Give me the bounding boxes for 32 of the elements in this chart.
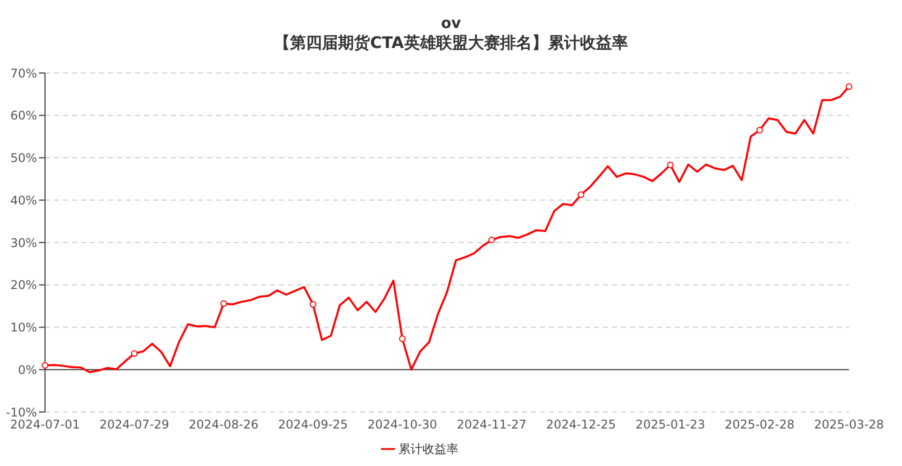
x-tick-label: 2024-11-27 <box>456 418 527 432</box>
legend-label: 累计收益率 <box>398 442 458 456</box>
x-tick-label: 2024-07-01 <box>10 418 80 432</box>
point <box>488 236 495 244</box>
point <box>578 191 584 198</box>
y-tick-label: 0% <box>18 362 37 377</box>
y-tick-label: 50% <box>10 151 37 166</box>
chart-title: ov <box>440 14 462 32</box>
y-tick-label: 30% <box>10 236 37 250</box>
y-tick-label: 60% <box>10 108 37 123</box>
point <box>42 362 48 369</box>
y-tick-label: -10% <box>6 405 37 420</box>
x-tick-label: 2024-09-25 <box>278 418 348 432</box>
point <box>220 300 227 307</box>
point <box>399 335 406 342</box>
x-tick-label: 2024-12-25 <box>546 418 616 432</box>
x-tick-label: 2024-08-26 <box>188 418 259 432</box>
point <box>131 350 138 357</box>
chart-subtitle: 【第四届期货CTA英雄联盟大赛排名】累计收益率 <box>273 33 629 54</box>
y-tick-label: 20% <box>10 278 37 292</box>
point <box>756 126 763 134</box>
point <box>310 301 316 308</box>
point <box>846 83 852 90</box>
x-tick-label: 2025-03-28 <box>814 418 884 432</box>
x-tick-label: 2025-02-28 <box>724 418 795 432</box>
point <box>667 162 674 168</box>
x-tick-label: 2024-07-29 <box>99 418 170 432</box>
y-tick-label: 10% <box>10 320 37 335</box>
y-tick-label: 40% <box>10 193 37 208</box>
y-tick-label: 70% <box>10 66 37 80</box>
x-tick-label: 2025-01-23 <box>635 418 706 432</box>
x-tick-label: 2024-10-30 <box>367 418 438 432</box>
